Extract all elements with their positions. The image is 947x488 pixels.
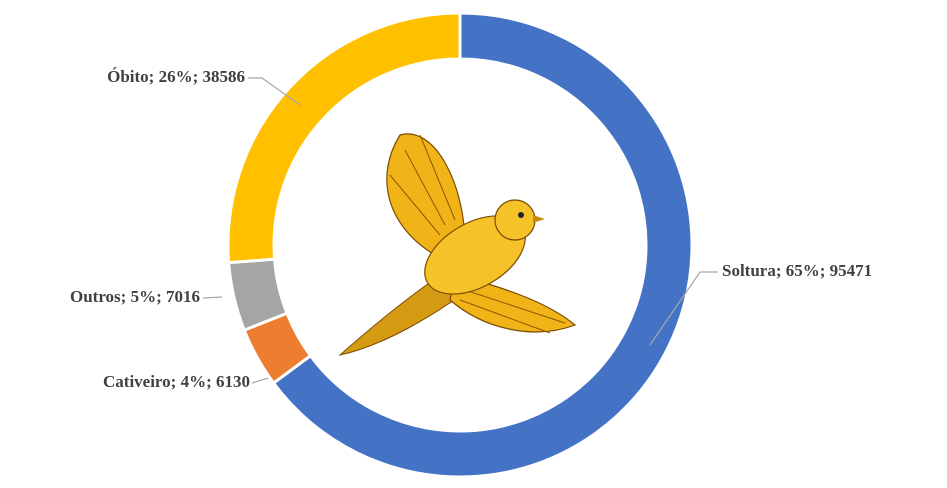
leader-line: [203, 297, 222, 298]
data-label: Cativeiro; 4%; 6130: [103, 372, 250, 391]
leader-line: [252, 378, 268, 383]
data-label: Outros; 5%; 7016: [70, 287, 200, 306]
bird-illustration: [340, 134, 575, 355]
chart: Soltura; 65%; 95471 Cativeiro; 4%; 6130 Ou…: [0, 0, 947, 488]
data-label: Soltura; 65%; 95471: [722, 261, 872, 280]
data-label: Óbito; 26%; 38586: [107, 67, 245, 86]
